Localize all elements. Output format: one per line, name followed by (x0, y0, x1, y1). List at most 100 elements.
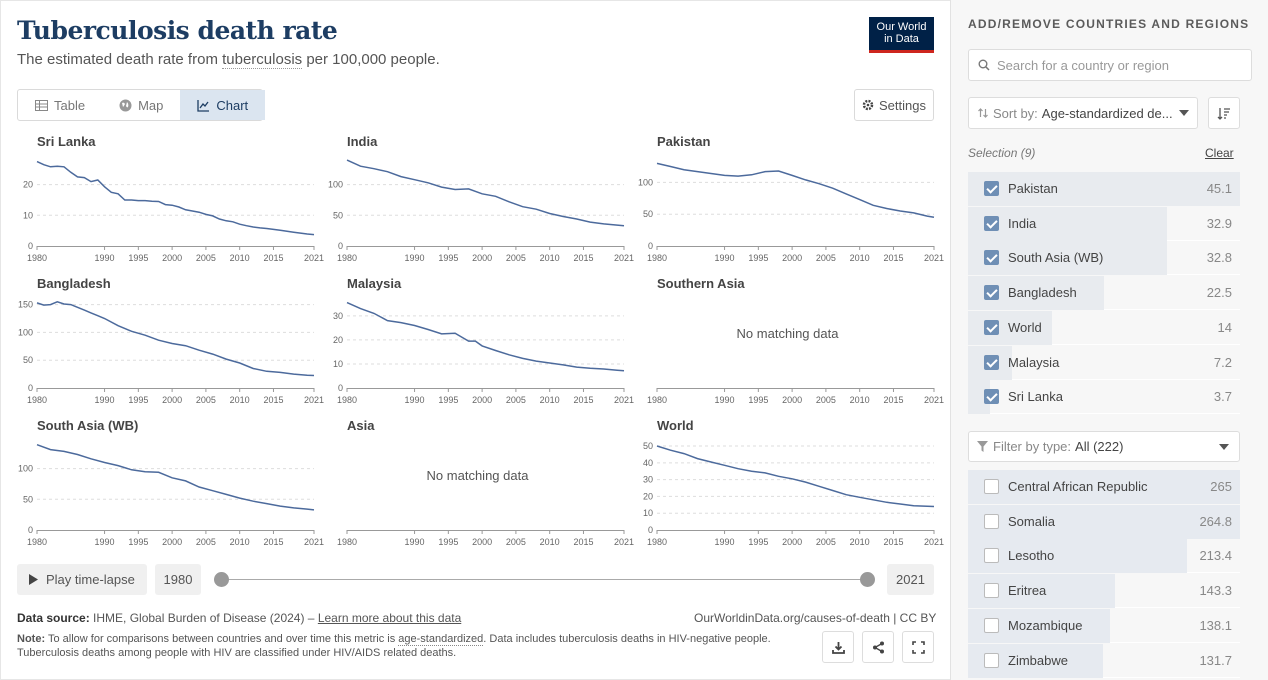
timeline-track[interactable] (221, 579, 868, 580)
x-tick-label: 1990 (405, 395, 425, 405)
checkbox[interactable] (984, 617, 999, 633)
view-tabs: Table Map Chart (17, 89, 266, 121)
search-icon (978, 59, 990, 71)
learn-more-link[interactable]: Learn more about this data (317, 611, 462, 625)
checkbox[interactable] (984, 479, 999, 494)
x-tick-label: 2000 (472, 395, 492, 405)
share-button[interactable] (862, 631, 894, 663)
x-tick-label: 1990 (95, 253, 115, 263)
data-source: Data source: IHME, Global Burden of Dise… (17, 611, 461, 625)
tab-chart[interactable]: Chart (180, 90, 266, 120)
owid-logo[interactable]: Our World in Data (869, 17, 934, 53)
entity-row-world[interactable]: World 14 (968, 310, 1240, 345)
value-bar (968, 241, 1167, 276)
x-tick-label: 1995 (438, 395, 458, 405)
sort-label: Sort by: (993, 105, 1038, 121)
entity-name: World (1008, 319, 1042, 335)
entity-row-mozambique[interactable]: Mozambique 138.1 (968, 608, 1240, 643)
chart-title: Malaysia (347, 276, 402, 291)
checkbox[interactable] (984, 250, 999, 266)
entity-row-central-african-republic[interactable]: Central African Republic 265 (968, 470, 1240, 504)
entity-name: South Asia (WB) (1008, 250, 1104, 266)
checkbox[interactable] (984, 652, 999, 668)
tab-map[interactable]: Map (102, 90, 180, 120)
x-tick-label: 1980 (27, 537, 47, 547)
entity-row-zimbabwe[interactable]: Zimbabwe 131.7 (968, 643, 1240, 678)
entity-name: Central African Republic (1008, 479, 1148, 494)
checkbox[interactable] (984, 285, 999, 301)
entity-row-eritrea[interactable]: Eritrea 143.3 (968, 574, 1240, 609)
settings-button[interactable]: Settings (854, 89, 934, 121)
checkbox[interactable] (984, 215, 999, 231)
x-tick-label: 1990 (715, 253, 735, 263)
y-tick-label: 10 (333, 359, 343, 369)
chart-southern-asia: Southern Asia 1980 1990 1995 2000 2005 2010 201… (647, 276, 944, 405)
subtitle-link[interactable]: tuberculosis (222, 51, 303, 69)
checkbox[interactable] (984, 548, 999, 564)
timeline-end-handle[interactable] (860, 572, 875, 587)
x-tick-label: 2010 (540, 537, 560, 547)
timeline-start-year[interactable]: 1980 (155, 564, 201, 595)
value-bar (968, 310, 1053, 345)
x-tick-label: 2015 (573, 537, 593, 547)
download-button[interactable] (822, 631, 854, 663)
y-tick-label: 0 (648, 241, 653, 251)
checkbox[interactable] (984, 513, 999, 529)
y-tick-label: 40 (643, 458, 653, 468)
x-tick-label: 1980 (27, 395, 47, 405)
checkbox[interactable] (984, 319, 999, 335)
x-tick-label: 2005 (506, 395, 526, 405)
note-text: To allow for comparisons between countri… (45, 633, 399, 645)
chart-title: South Asia (WB) (37, 418, 138, 433)
entity-value: 213.4 (1199, 548, 1232, 564)
filter-by-type-dropdown[interactable]: Filter by type: All (222) (968, 431, 1240, 462)
entity-row-bangladesh[interactable]: Bangladesh 22.5 (968, 276, 1240, 311)
checkbox[interactable] (984, 181, 999, 196)
x-tick-label: 2000 (162, 253, 182, 263)
entity-name: Lesotho (1008, 548, 1055, 564)
timeline-end-year[interactable]: 2021 (887, 564, 934, 595)
entity-row-somalia[interactable]: Somalia 264.8 (968, 504, 1240, 539)
y-tick-label: 50 (643, 441, 653, 451)
entity-row-lesotho[interactable]: Lesotho 213.4 (968, 539, 1240, 574)
sort-dropdown[interactable]: Sort by: Age-standardized de... (968, 97, 1198, 129)
timeline-start-handle[interactable] (214, 572, 229, 587)
play-label: Play time-lapse (46, 572, 135, 587)
x-tick-label: 2000 (162, 537, 182, 547)
play-timelapse-button[interactable]: Play time-lapse (17, 564, 147, 595)
entity-row-sri-lanka[interactable]: Sri Lanka 3.7 (968, 380, 1240, 415)
chevron-down-icon (1179, 110, 1189, 116)
search-input[interactable]: Search for a country or region (968, 49, 1252, 81)
x-tick-label: 1995 (128, 395, 148, 405)
line-chart-icon (197, 99, 210, 112)
entity-row-pakistan[interactable]: Pakistan 45.1 (968, 172, 1240, 206)
x-tick-label: 1980 (647, 395, 667, 405)
age-standardized-link[interactable]: age-standardized (398, 633, 484, 646)
entity-value: 264.8 (1199, 513, 1232, 529)
x-tick-label: 2021 (614, 537, 634, 547)
x-tick-label: 1980 (337, 537, 357, 547)
tab-table[interactable]: Table (18, 90, 102, 120)
y-tick-label: 0 (28, 383, 33, 393)
entity-name: India (1008, 215, 1037, 231)
checkbox[interactable] (984, 389, 999, 405)
checkbox[interactable] (984, 583, 999, 599)
x-tick-label: 1995 (748, 395, 768, 405)
entity-row-india[interactable]: India 32.9 (968, 206, 1240, 241)
note-label: Note: (17, 633, 46, 645)
series-line (346, 159, 625, 227)
clear-selection-link[interactable]: Clear (1205, 146, 1234, 160)
y-tick-label: 150 (18, 300, 33, 310)
entity-row-south-asia-wb-[interactable]: South Asia (WB) 32.8 (968, 241, 1240, 276)
sort-order-button[interactable] (1208, 97, 1240, 129)
x-tick-label: 2005 (506, 537, 526, 547)
play-icon (29, 574, 38, 585)
fullscreen-button[interactable] (902, 631, 934, 663)
y-tick-label: 100 (18, 327, 33, 337)
logo-line-1: Our World (876, 21, 927, 33)
citation-link[interactable]: OurWorldinData.org/causes-of-death | CC … (694, 611, 937, 625)
checkbox[interactable] (984, 354, 999, 370)
logo-line-2: in Data (884, 33, 919, 45)
entity-row-malaysia[interactable]: Malaysia 7.2 (968, 345, 1240, 380)
table-icon (35, 99, 48, 111)
